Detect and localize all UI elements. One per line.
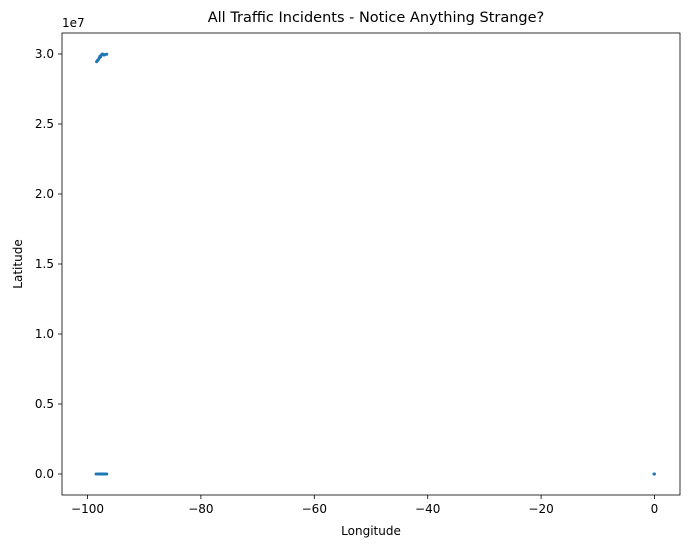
x-tick-label: −80 — [188, 502, 213, 516]
data-point — [95, 59, 99, 63]
y-tick-label: 2.0 — [35, 187, 54, 201]
y-tick-label: 1.5 — [35, 257, 54, 271]
data-point — [99, 55, 103, 59]
data-point — [105, 52, 109, 56]
y-offset-label: 1e7 — [62, 16, 85, 30]
y-tick-label: 2.5 — [35, 117, 54, 131]
x-tick-label: −100 — [71, 502, 104, 516]
y-tick-label: 3.0 — [35, 47, 54, 61]
x-axis-label: Longitude — [341, 524, 401, 538]
y-tick-label: 1.0 — [35, 327, 54, 341]
y-axis-label: Latitude — [11, 239, 25, 288]
x-tick-label: −20 — [528, 502, 553, 516]
y-axis: 0.0 0.5 1.0 1.5 2.0 2.5 3.0 — [35, 47, 62, 481]
x-tick-label: 0 — [651, 502, 659, 516]
x-tick-label: −60 — [302, 502, 327, 516]
data-point — [105, 472, 109, 476]
data-point — [652, 472, 656, 476]
chart-title: All Traffic Incidents - Notice Anything … — [208, 10, 545, 26]
data-point — [100, 52, 104, 56]
x-axis: −100 −80 −60 −40 −20 0 — [71, 495, 658, 516]
x-tick-label: −40 — [415, 502, 440, 516]
data-point — [101, 472, 105, 476]
data-point — [97, 472, 101, 476]
y-tick-label: 0.5 — [35, 397, 54, 411]
y-tick-label: 0.0 — [35, 467, 54, 481]
plot-area-frame — [61, 32, 681, 496]
data-points — [94, 52, 656, 476]
